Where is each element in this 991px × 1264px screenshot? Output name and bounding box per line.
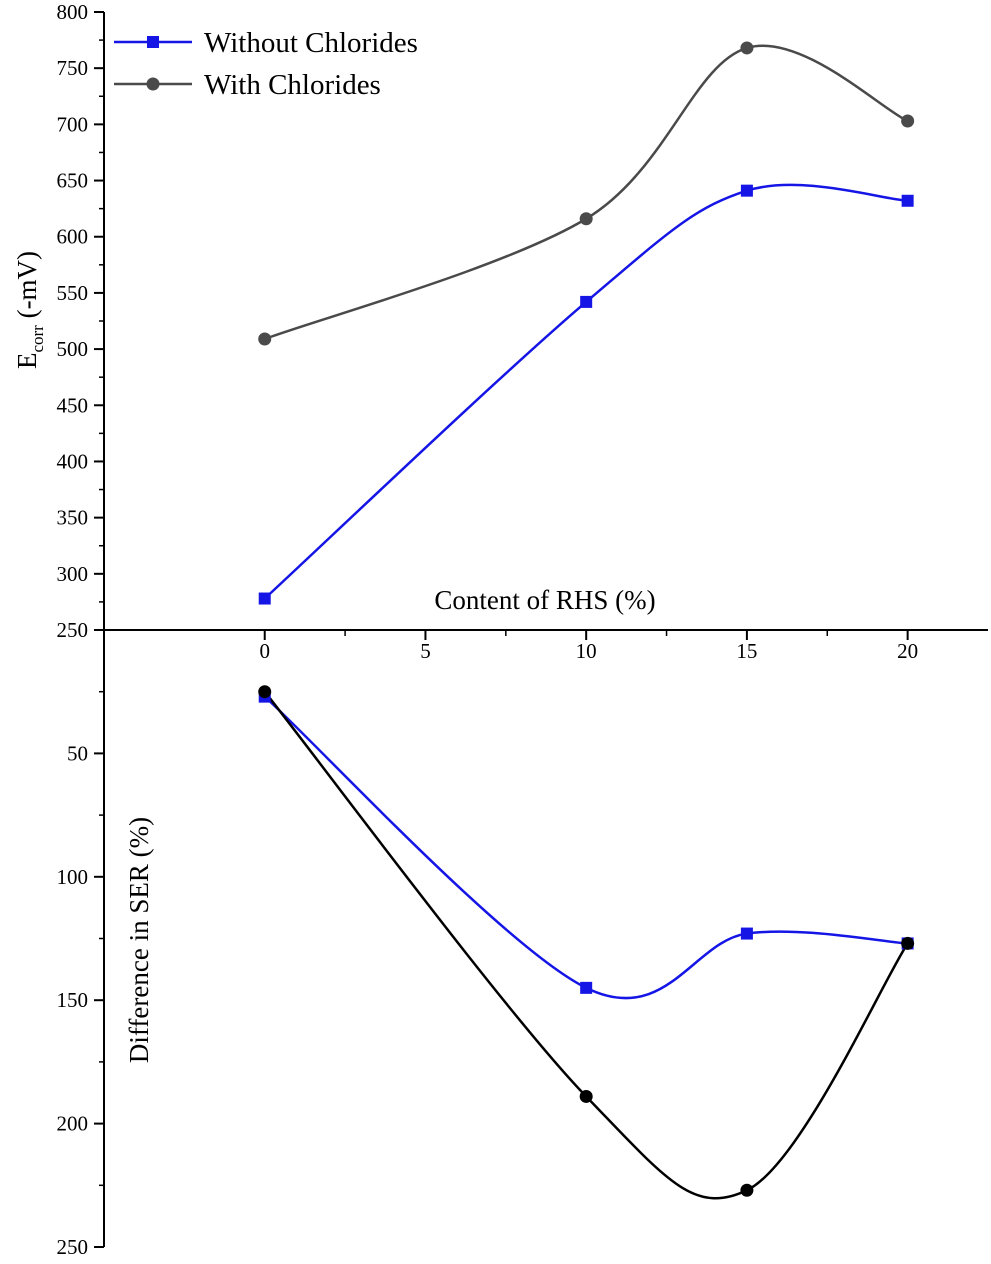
y-tick-label-top: 550 — [57, 281, 89, 305]
top-with-chlorides-point — [579, 212, 593, 226]
y-tick-label-top: 600 — [57, 225, 89, 249]
series-curves — [263, 44, 909, 1200]
bottom-without-chlorides-point — [580, 981, 593, 994]
y-tick-label-top: 300 — [57, 562, 89, 586]
x-tick-label: 20 — [897, 639, 918, 663]
y-axis-title-top: Ecorr (-mV) — [12, 251, 47, 369]
top-without-chlorides-point — [901, 194, 914, 207]
y-axis-title-bottom: Difference in SER (%) — [124, 817, 154, 1063]
x-tick-label: 15 — [736, 639, 757, 663]
y-tick-label-top: 350 — [57, 506, 89, 530]
bottom-without-chlorides-line — [263, 695, 908, 1000]
y-tick-label-top: 250 — [57, 618, 89, 642]
x-tick-label: 0 — [259, 639, 270, 663]
x-tick-label: 10 — [576, 639, 597, 663]
top-without-chlorides-line — [263, 183, 908, 600]
top-with-chlorides-point — [901, 114, 915, 128]
axis-labels: 250 300 350 400 450 500 550 600 650 700 750 800 0 5 10… — [12, 0, 918, 1259]
bottom-with-chlorides-point — [258, 685, 272, 699]
y-tick-label-top: 500 — [57, 337, 89, 361]
bottom-with-chlorides-point — [901, 936, 915, 950]
top-without-chlorides-point — [258, 592, 271, 605]
legend-label-with-chlorides: With Chlorides — [204, 69, 381, 101]
y-tick-label-top: 700 — [57, 112, 89, 136]
y-tick-label-top: 400 — [57, 449, 89, 473]
top-with-chlorides-line — [264, 44, 909, 341]
bottom-with-chlorides-point — [579, 1089, 593, 1103]
y-tick-label-top: 650 — [57, 169, 89, 193]
x-tick-label: 5 — [420, 639, 431, 663]
legend-marker-with-chlorides — [146, 77, 160, 91]
y-tick-label-top: 800 — [57, 0, 89, 24]
legend: Without Chlorides With Chlorides — [114, 27, 418, 101]
x-axis-title: Content of RHS (%) — [434, 585, 655, 615]
y-tick-label-bottom: 250 — [57, 1235, 89, 1259]
y-tick-label-bottom: 150 — [57, 988, 89, 1012]
top-with-chlorides-point — [258, 332, 272, 346]
bottom-without-chlorides-point — [740, 927, 753, 940]
top-without-chlorides-point — [580, 295, 593, 308]
y-tick-label-bottom: 100 — [57, 865, 89, 889]
bottom-with-chlorides-point — [740, 1183, 754, 1197]
y-tick-label-top: 750 — [57, 56, 89, 80]
top-without-chlorides-point — [740, 184, 753, 197]
bottom-with-chlorides-line — [263, 690, 909, 1200]
series-markers — [258, 41, 915, 1197]
top-with-chlorides-point — [740, 41, 754, 55]
legend-marker-without-chlorides — [147, 36, 159, 48]
axes — [94, 11, 988, 1248]
legend-label-without-chlorides: Without Chlorides — [204, 27, 418, 59]
y-tick-label-bottom: 200 — [57, 1112, 89, 1136]
y-tick-label-top: 450 — [57, 393, 89, 417]
y-tick-label-bottom: 50 — [67, 741, 88, 765]
